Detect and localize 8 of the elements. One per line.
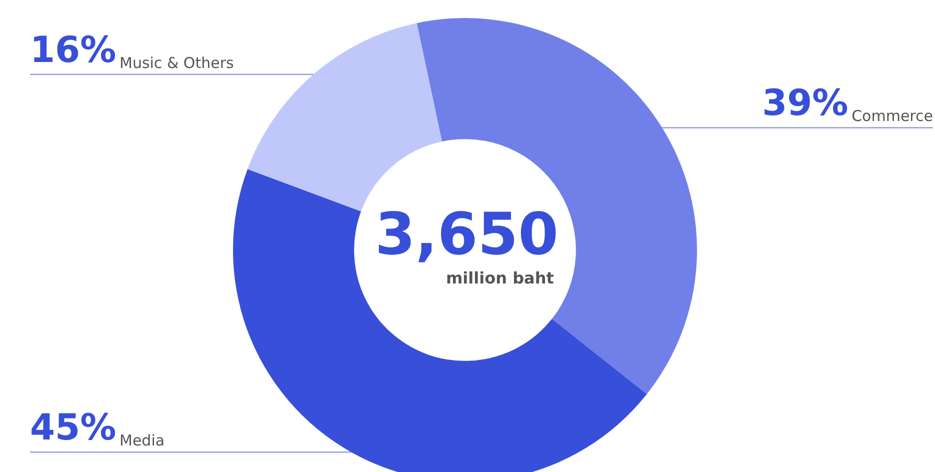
data-label: 16% <box>30 30 116 71</box>
text: million baht <box>446 268 554 288</box>
data-label: 45% <box>30 408 116 449</box>
slice-label: Music & Others <box>120 54 234 72</box>
slice-label: Commerce <box>852 107 933 126</box>
data-label: 39% <box>762 83 848 124</box>
slice-label: Media <box>120 432 165 450</box>
text: 3,650 <box>375 200 558 268</box>
